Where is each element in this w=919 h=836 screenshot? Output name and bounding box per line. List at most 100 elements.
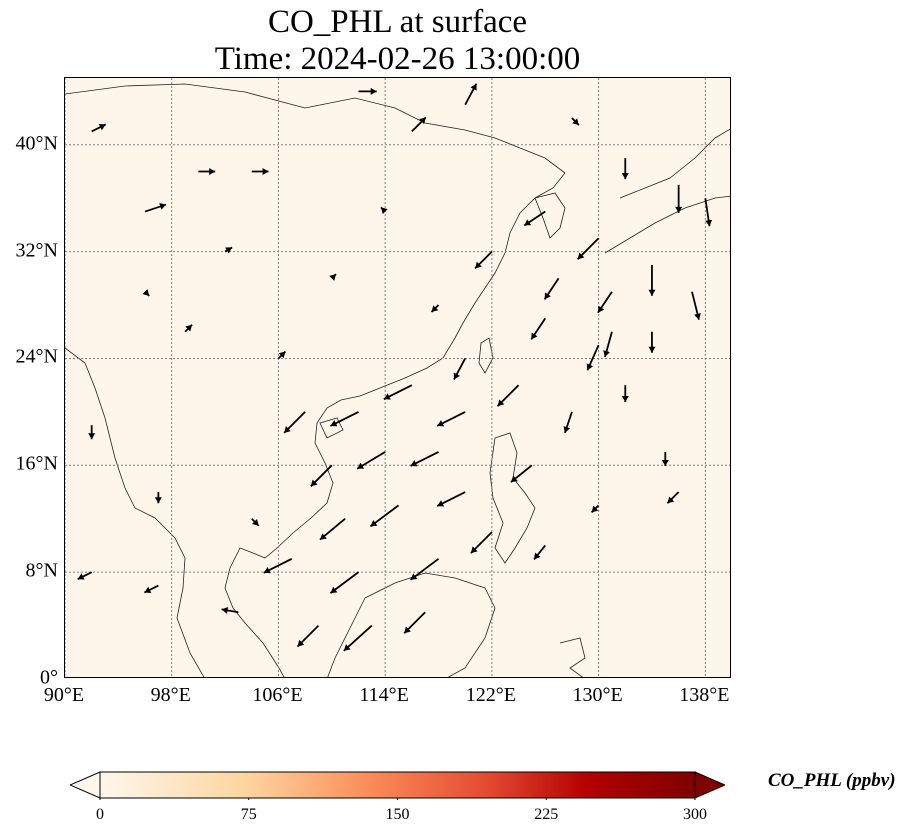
x-tick-label: 106°E: [252, 684, 303, 706]
wind-arrow: [277, 350, 287, 360]
coastline-philippines: [489, 432, 536, 564]
wind-arrow: [621, 158, 629, 180]
wind-arrow: [184, 324, 193, 333]
wind-arrow: [77, 571, 93, 580]
wind-arrow: [319, 518, 346, 541]
gridlines: [65, 78, 730, 677]
chart-title: CO_PHL at surface Time: 2024-02-26 13:00…: [64, 4, 731, 78]
colorbar-extend-max: [694, 771, 727, 799]
wind-arrow: [380, 206, 388, 215]
wind-arrow: [410, 451, 439, 467]
wind-arrow: [383, 384, 413, 400]
wind-arrow: [474, 250, 493, 270]
y-tick-label: 32°N: [15, 239, 58, 262]
y-tick-label: 0°: [40, 666, 58, 689]
wind-arrow: [329, 273, 337, 281]
wind-arrow: [263, 557, 293, 574]
wind-arrow: [496, 384, 520, 407]
colorbar-extend-min: [68, 771, 101, 799]
wind-arrow: [603, 331, 613, 358]
wind-arrow: [88, 425, 96, 440]
wind-arrow: [675, 184, 683, 213]
map-panel[interactable]: [64, 77, 731, 678]
wind-arrow: [221, 606, 239, 614]
coastline-japan: [604, 128, 730, 254]
x-tick-label: 90°E: [43, 684, 85, 706]
colorbar-gradient: [99, 771, 696, 799]
wind-vectors: [77, 83, 713, 652]
wind-arrow: [543, 277, 560, 300]
wind-arrow: [283, 411, 306, 434]
wind-arrow: [621, 385, 629, 402]
wind-arrow: [409, 558, 440, 581]
colorbar-svg: [68, 771, 727, 800]
wind-arrow: [530, 317, 546, 340]
colorbar-tick-label: 0: [96, 806, 104, 823]
y-tick-label: 24°N: [15, 345, 58, 368]
wind-arrow: [597, 291, 613, 314]
title-line-1: CO_PHL at surface: [267, 4, 528, 40]
wind-arrow: [143, 584, 159, 594]
wind-arrow: [330, 411, 359, 427]
wind-arrow: [310, 464, 333, 487]
wind-arrow: [691, 291, 701, 320]
coastline-korea: [534, 192, 566, 239]
wind-arrow: [648, 331, 656, 353]
x-tick-label: 98°E: [150, 684, 191, 706]
colorbar: [68, 770, 727, 800]
coastlines: [65, 83, 730, 677]
x-tick-label: 130°E: [572, 684, 623, 706]
coastline-taiwan: [478, 337, 494, 374]
wind-arrow: [586, 344, 600, 371]
x-tick-label: 114°E: [359, 684, 409, 706]
colorbar-tick-label: 150: [385, 806, 410, 823]
wind-arrow: [436, 411, 466, 427]
wind-arrow: [224, 246, 233, 254]
wind-arrow: [464, 83, 478, 106]
y-tick-label: 40°N: [15, 132, 58, 155]
wind-arrow: [533, 544, 546, 561]
wind-arrow: [369, 504, 400, 528]
wind-arrow: [411, 116, 427, 133]
wind-arrow: [430, 304, 440, 313]
coastline-mainland: [65, 83, 566, 677]
wind-arrow: [563, 411, 573, 434]
colorbar-tick-label: 225: [534, 806, 559, 823]
wind-arrow: [91, 123, 107, 133]
coastline-indochina-west: [65, 347, 205, 677]
wind-arrow: [144, 203, 167, 213]
wind-arrow: [356, 451, 386, 470]
wind-arrow: [403, 611, 426, 634]
wind-arrow: [704, 198, 713, 227]
wind-arrow: [576, 237, 600, 260]
y-tick-label: 8°N: [25, 559, 58, 582]
wind-arrow: [251, 518, 260, 527]
map-canvas: [65, 78, 730, 677]
wind-arrow: [453, 358, 466, 380]
colorbar-tick-marks: [99, 798, 696, 800]
wind-arrow: [470, 531, 493, 554]
coastline-sulawesi: [559, 637, 586, 677]
wind-arrow: [358, 87, 377, 95]
title-line-2: Time: 2024-02-26 13:00:00: [214, 41, 581, 77]
wind-arrow: [329, 571, 360, 594]
wind-arrow: [198, 167, 216, 175]
x-tick-label: 138°E: [679, 684, 730, 706]
wind-arrow: [571, 117, 580, 126]
wind-arrow: [343, 624, 373, 652]
wind-arrow: [154, 492, 162, 504]
wind-arrow: [648, 264, 656, 296]
wind-arrow: [661, 451, 669, 466]
coastline-hainan: [319, 417, 344, 439]
wind-arrow: [251, 167, 269, 175]
colorbar-tick-label: 300: [683, 806, 707, 823]
colorbar-tick-label: 75: [240, 806, 257, 823]
wind-arrow: [590, 504, 600, 514]
wind-arrow: [510, 464, 533, 483]
wind-arrow: [666, 491, 680, 504]
wind-arrow: [436, 491, 466, 507]
wind-arrow: [523, 210, 546, 227]
wind-arrow: [296, 624, 320, 648]
wind-arrow: [142, 289, 150, 297]
y-tick-label: 16°N: [15, 452, 58, 475]
